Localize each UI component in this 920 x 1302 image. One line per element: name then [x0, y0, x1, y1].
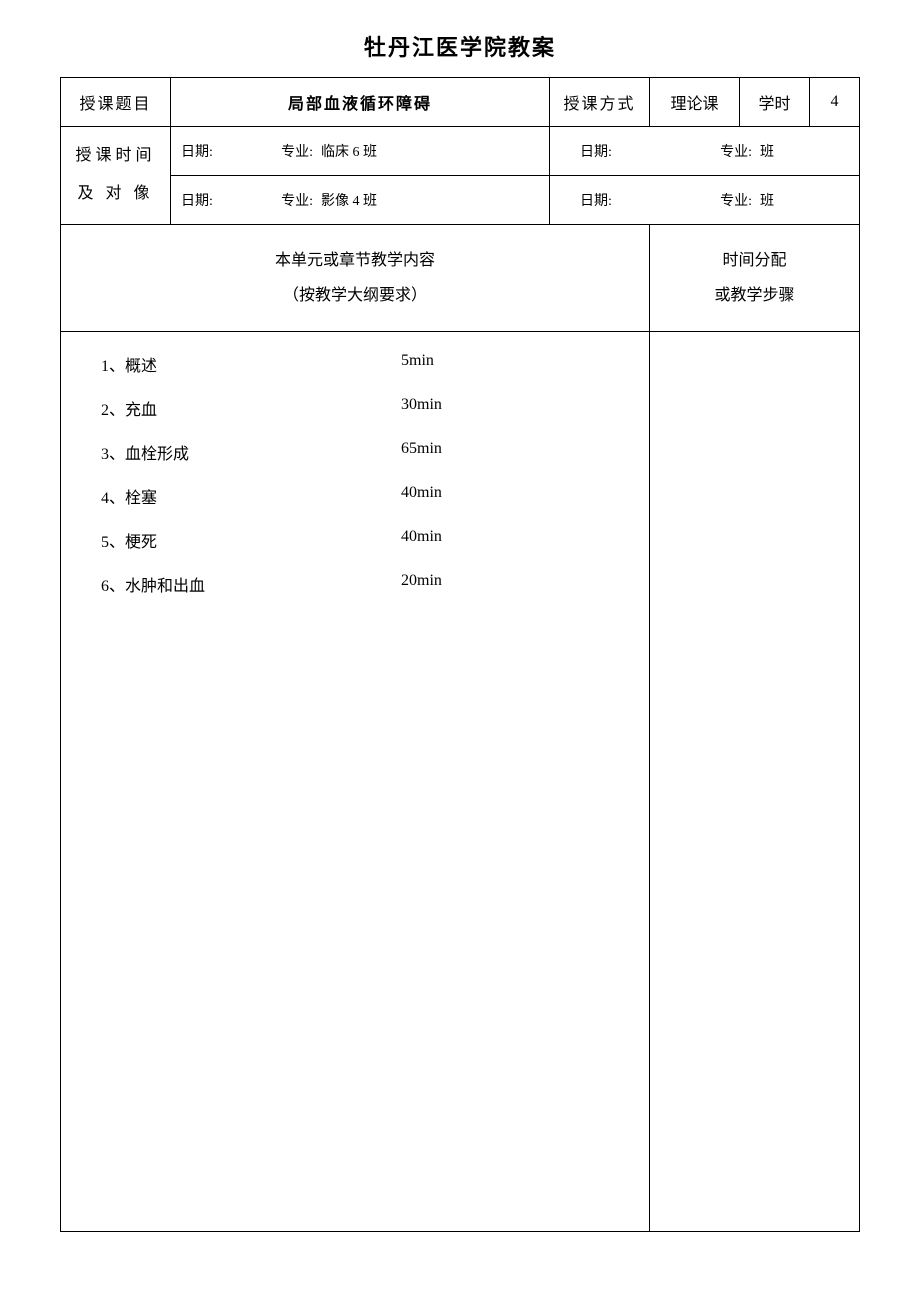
- content-item-time: 20min: [401, 572, 442, 596]
- method-value: 理论课: [650, 78, 740, 127]
- date-label: 日期:: [181, 141, 261, 161]
- class-value-2: 影像 4 班: [321, 190, 391, 210]
- content-item-label: 4、栓塞: [101, 484, 401, 508]
- date-label-2: 日期:: [181, 190, 261, 210]
- schedule-right-2: 日期: 专业: 班: [550, 175, 860, 224]
- content-item-label: 5、梗死: [101, 528, 401, 552]
- page-title: 牡丹江医学院教案: [60, 30, 860, 62]
- class-value: 临床 6 班: [321, 141, 391, 161]
- steps-header-line2: 或教学步骤: [660, 278, 849, 313]
- content-item: 6、水肿和出血20min: [101, 572, 609, 596]
- major-label-r: 专业:: [640, 141, 760, 161]
- hours-label: 学时: [740, 78, 810, 127]
- topic-label: 授课题目: [61, 78, 171, 127]
- content-item-label: 1、概述: [101, 352, 401, 376]
- hours-value: 4: [810, 78, 860, 127]
- content-item-label: 6、水肿和出血: [101, 572, 401, 596]
- content-item-time: 40min: [401, 528, 442, 552]
- content-item: 4、栓塞40min: [101, 484, 609, 508]
- content-item: 5、梗死40min: [101, 528, 609, 552]
- content-item-time: 5min: [401, 352, 434, 376]
- content-item: 3、血栓形成65min: [101, 440, 609, 464]
- class-value-r: 班: [760, 141, 774, 161]
- major-label: 专业:: [261, 141, 321, 161]
- content-item-time: 65min: [401, 440, 442, 464]
- content-item-time: 30min: [401, 396, 442, 420]
- date-label-r: 日期:: [560, 141, 640, 161]
- topic-value: 局部血液循环障碍: [171, 78, 550, 127]
- lesson-plan-table: 授课题目 局部血液循环障碍 授课方式 理论课 学时 4 授课时间 及 对 像 日…: [60, 77, 860, 1232]
- content-item-label: 2、充血: [101, 396, 401, 420]
- content-item-label: 3、血栓形成: [101, 440, 401, 464]
- schedule-side-label: 授课时间 及 对 像: [61, 127, 171, 225]
- content-item: 2、充血30min: [101, 396, 609, 420]
- schedule-side-line1: 授课时间: [66, 137, 165, 175]
- schedule-left-2: 日期: 专业: 影像 4 班: [171, 175, 550, 224]
- content-header-line2: （按教学大纲要求）: [71, 278, 639, 313]
- schedule-right-1: 日期: 专业: 班: [550, 127, 860, 176]
- steps-body: [650, 332, 860, 1232]
- class-value-r2: 班: [760, 190, 774, 210]
- content-body: 1、概述5min2、充血30min3、血栓形成65min4、栓塞40min5、梗…: [61, 332, 650, 1232]
- content-header-line1: 本单元或章节教学内容: [71, 243, 639, 278]
- date-label-r2: 日期:: [560, 190, 640, 210]
- major-label-2: 专业:: [261, 190, 321, 210]
- content-item: 1、概述5min: [101, 352, 609, 376]
- steps-header-line1: 时间分配: [660, 243, 849, 278]
- schedule-left-1: 日期: 专业: 临床 6 班: [171, 127, 550, 176]
- content-header: 本单元或章节教学内容 （按教学大纲要求）: [61, 224, 650, 331]
- schedule-side-line2: 及 对 像: [66, 175, 165, 213]
- steps-header: 时间分配 或教学步骤: [650, 224, 860, 331]
- content-item-time: 40min: [401, 484, 442, 508]
- method-label: 授课方式: [550, 78, 650, 127]
- major-label-r2: 专业:: [640, 190, 760, 210]
